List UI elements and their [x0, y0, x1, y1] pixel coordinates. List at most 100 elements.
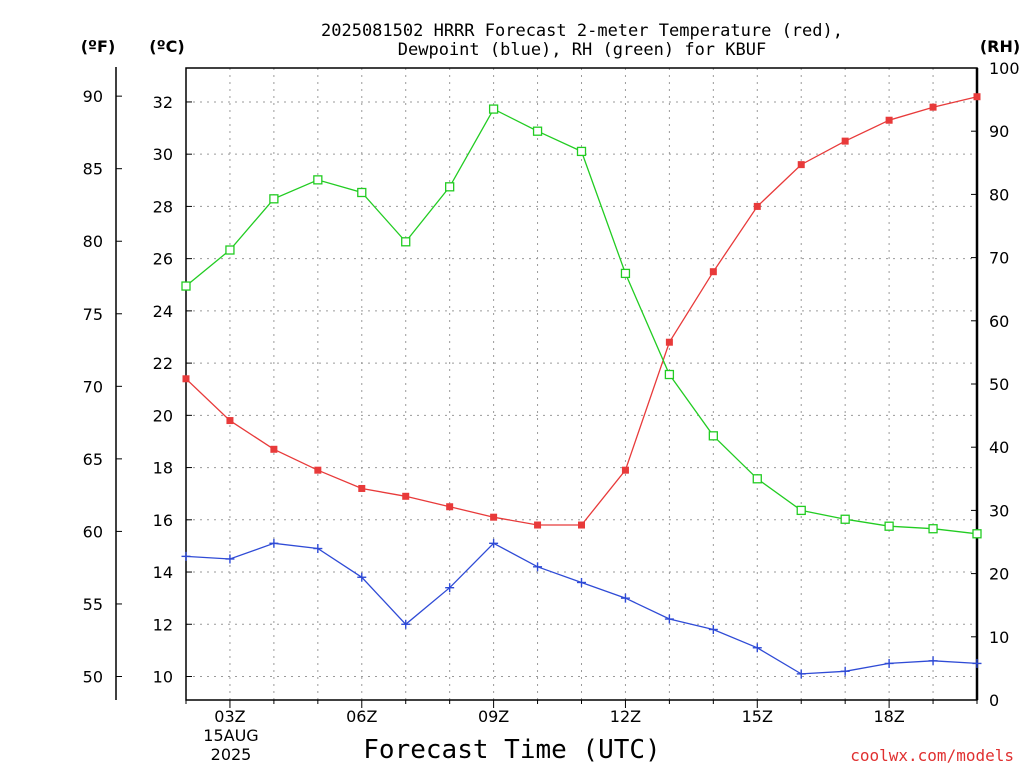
temperature-point — [226, 417, 234, 425]
rh-point — [357, 187, 367, 198]
rh-point — [708, 431, 718, 441]
rh-tick-label: 50 — [989, 375, 1009, 394]
rh-point — [181, 281, 191, 291]
f-tick-label: 50 — [83, 667, 103, 686]
date-label-day: 15AUG — [203, 726, 258, 745]
temperature-point — [841, 137, 849, 145]
c-tick-label: 30 — [153, 145, 173, 164]
rh-point — [313, 175, 323, 185]
chart-title-line2: Dewpoint (blue), RH (green) for KBUF — [398, 40, 766, 60]
rh-point — [840, 514, 850, 524]
f-tick-label: 60 — [83, 522, 103, 541]
f-tick-label: 55 — [83, 595, 103, 614]
c-tick-label: 22 — [153, 354, 173, 373]
c-tick-label: 18 — [153, 459, 173, 478]
dewpoint-point — [225, 554, 235, 564]
rh-point — [576, 146, 587, 157]
dewpoint-point — [884, 658, 894, 668]
f-tick-label: 75 — [83, 305, 103, 324]
credit-link[interactable]: coolwx.com/models — [850, 746, 1014, 765]
rh-point — [752, 474, 762, 484]
rh-tick-label: 60 — [989, 312, 1009, 331]
temperature-point — [446, 503, 454, 511]
dewpoint-point — [533, 562, 543, 572]
tick-labels: 50 55 60 65 70 75 80 85 90 10 12 14 16 18 20 22 24 26 28 30… — [83, 59, 1020, 726]
temperature-point — [621, 466, 629, 474]
rh-point — [796, 505, 806, 516]
c-tick-label: 32 — [153, 93, 173, 112]
x-tick-label: 06Z — [346, 707, 377, 726]
dewpoint-point — [577, 577, 586, 587]
rh-point — [225, 245, 235, 255]
temperature-point — [929, 103, 937, 111]
dewpoint-point — [840, 666, 850, 676]
dewpoint-point — [972, 658, 982, 668]
dewpoint-point — [928, 656, 938, 666]
rh-tick-label: 80 — [989, 185, 1009, 204]
rh-point — [620, 268, 631, 279]
dewpoint-point — [445, 583, 455, 593]
f-tick-label: 90 — [83, 87, 103, 106]
temperature-point — [490, 513, 498, 521]
rh-point — [445, 182, 455, 192]
temperature-point — [358, 484, 366, 492]
c-tick-label: 26 — [153, 250, 173, 269]
c-tick-label: 24 — [153, 302, 173, 321]
rh-unit-label: (RH) — [980, 37, 1020, 56]
series-dewpoint — [181, 538, 982, 679]
dewpoint-point — [313, 544, 323, 554]
temperature-point — [182, 375, 190, 383]
dewpoint-point — [752, 643, 762, 653]
temperature-point — [534, 521, 542, 529]
rh-point — [664, 369, 675, 380]
dewpoint-point — [401, 619, 411, 629]
temperature-point — [578, 521, 585, 529]
rh-tick-label: 70 — [989, 249, 1009, 268]
c-tick-label: 20 — [153, 406, 173, 425]
dewpoint-point — [664, 614, 674, 624]
dewpoint-point — [357, 572, 367, 582]
temperature-point — [709, 268, 717, 276]
x-tick-label: 18Z — [873, 707, 904, 726]
series-temperature — [182, 93, 981, 529]
rh-tick-label: 20 — [989, 565, 1009, 584]
fahrenheit-unit-label: (ºF) — [81, 37, 116, 56]
rh-tick-label: 0 — [989, 691, 999, 710]
temperature-point — [885, 116, 893, 124]
c-tick-label: 14 — [153, 563, 173, 582]
rh-tick-label: 90 — [989, 122, 1009, 141]
f-tick-label: 70 — [83, 377, 103, 396]
axes — [115, 67, 979, 701]
temperature-point — [797, 161, 805, 169]
rh-point — [269, 194, 279, 204]
series-rh — [181, 104, 982, 539]
dewpoint-point — [269, 538, 279, 548]
x-tick-label: 03Z — [214, 707, 245, 726]
c-tick-label: 16 — [153, 511, 173, 530]
rh-tick-label: 10 — [989, 628, 1009, 647]
x-tick-label: 12Z — [610, 707, 641, 726]
temperature-point — [973, 93, 981, 101]
rh-tick-label: 30 — [989, 501, 1009, 520]
date-label-year: 2025 — [211, 745, 252, 764]
f-tick-label: 85 — [83, 160, 103, 179]
c-tick-label: 28 — [153, 197, 173, 216]
rh-point — [884, 521, 894, 531]
rh-tick-label: 100 — [989, 59, 1020, 78]
temperature-point — [665, 338, 673, 346]
f-tick-label: 65 — [83, 450, 103, 469]
rh-point — [928, 524, 938, 534]
temperature-point — [753, 202, 761, 210]
dewpoint-point — [796, 669, 806, 679]
rh-tick-label: 40 — [989, 438, 1009, 457]
dewpoint-point — [181, 551, 191, 561]
data-series — [181, 93, 982, 679]
c-tick-label: 10 — [153, 667, 173, 686]
celsius-unit-label: (ºC) — [149, 37, 184, 56]
rh-point — [401, 237, 411, 247]
temperature-point — [402, 492, 410, 500]
chart-title-line1: 2025081502 HRRR Forecast 2-meter Tempera… — [321, 21, 843, 41]
rh-point — [972, 529, 982, 539]
dewpoint-point — [489, 538, 499, 548]
